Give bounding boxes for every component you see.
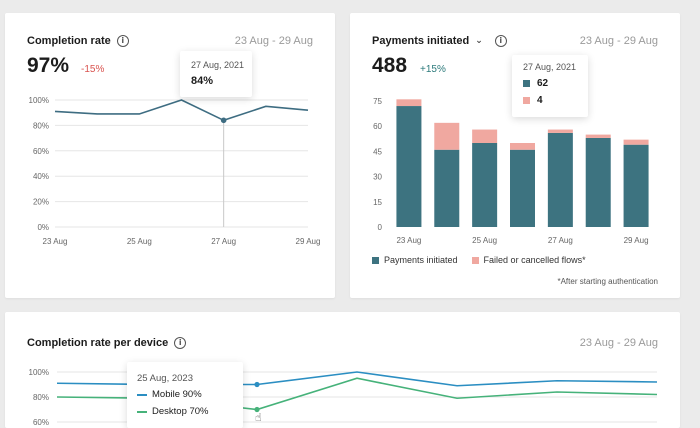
bar-failed bbox=[623, 139, 649, 145]
y-tick-label: 60 bbox=[373, 122, 382, 131]
legend-swatch-failed bbox=[471, 257, 479, 265]
completion-date-range[interactable]: 23 Aug - 29 Aug bbox=[234, 35, 313, 47]
y-tick-label: 45 bbox=[373, 147, 382, 156]
initiated-value: 62 bbox=[537, 78, 549, 89]
y-tick-label: 100% bbox=[29, 96, 49, 105]
bar-failed bbox=[585, 134, 611, 138]
completion-rate-card: Completion rate i 23 Aug - 29 Aug 97% -1… bbox=[5, 13, 335, 298]
bar-initiated bbox=[510, 149, 535, 227]
completion-tooltip-date: 27 Aug, 2021 bbox=[191, 60, 245, 70]
bar-initiated bbox=[396, 106, 422, 227]
y-tick-label: 60% bbox=[33, 147, 49, 156]
info-icon[interactable]: i bbox=[116, 35, 129, 47]
y-tick-label: 60% bbox=[33, 418, 49, 427]
y-tick-label: 80% bbox=[33, 393, 49, 402]
y-tick-label: 30 bbox=[373, 173, 382, 182]
payments-tooltip-initiated: 62 bbox=[523, 78, 548, 89]
data-point bbox=[220, 117, 227, 124]
y-tick-label: 80% bbox=[33, 121, 49, 130]
device-title: Completion rate per device i bbox=[27, 337, 187, 349]
x-tick-label: 27 Aug bbox=[548, 236, 573, 245]
legend-item-failed[interactable]: Failed or cancelled flows* bbox=[471, 255, 586, 265]
y-tick-label: 15 bbox=[373, 198, 382, 207]
device-tooltip: 25 Aug, 2023 Mobile 90% Desktop 70% bbox=[127, 362, 243, 428]
series-line bbox=[54, 99, 309, 122]
payments-date-range[interactable]: 23 Aug - 29 Aug bbox=[579, 35, 658, 47]
mobile-value: Mobile 90% bbox=[152, 389, 202, 400]
y-tick-label: 0 bbox=[378, 223, 383, 232]
payments-title[interactable]: Payments initiated ⌄ i bbox=[372, 35, 507, 47]
bar-failed bbox=[434, 122, 460, 150]
y-tick-label: 40% bbox=[33, 172, 49, 181]
completion-rate-chart[interactable]: 0% 20% 40% 60% 80% 100% 23 Aug 25 Aug 27 Aug 29 A… bbox=[5, 13, 335, 298]
device-date-range[interactable]: 23 Aug - 29 Aug bbox=[579, 337, 658, 349]
chevron-down-icon[interactable]: ⌄ bbox=[475, 36, 483, 46]
failed-value: 4 bbox=[537, 95, 543, 106]
bar-initiated bbox=[434, 149, 460, 227]
payments-footnote: *After starting authentication bbox=[557, 277, 658, 286]
device-tooltip-date: 25 Aug, 2023 bbox=[137, 373, 193, 384]
x-tick-label: 25 Aug bbox=[472, 236, 497, 245]
device-completion-card: Completion rate per device i 23 Aug - 29… bbox=[5, 312, 680, 428]
payments-tooltip-failed: 4 bbox=[523, 95, 543, 106]
desktop-point bbox=[254, 406, 260, 413]
payments-delta: +15% bbox=[420, 64, 446, 75]
completion-rate-title-text: Completion rate bbox=[27, 35, 111, 47]
payments-chart[interactable]: 0 15 30 45 60 75 23 Aug 25 Aug 27 Aug 29 Aug bbox=[350, 13, 680, 298]
payments-tooltip: 27 Aug, 2021 62 4 bbox=[512, 55, 588, 117]
mobile-point bbox=[254, 381, 260, 388]
legend-swatch-initiated bbox=[372, 257, 379, 265]
y-tick-label: 75 bbox=[373, 97, 382, 106]
bar-failed bbox=[547, 129, 573, 133]
completion-rate-value: 97% bbox=[27, 54, 70, 77]
info-icon[interactable]: i bbox=[494, 35, 507, 47]
completion-rate-delta: -15% bbox=[81, 64, 105, 75]
completion-tooltip-value: 84% bbox=[191, 75, 214, 87]
bar-failed bbox=[510, 143, 535, 150]
bar-failed bbox=[472, 129, 498, 143]
device-tooltip-desktop: Desktop 70% bbox=[137, 406, 209, 417]
bar-initiated bbox=[623, 144, 649, 227]
x-tick-label: 23 Aug bbox=[43, 237, 68, 246]
legend-label-failed: Failed or cancelled flows* bbox=[483, 255, 586, 265]
desktop-line-swatch bbox=[137, 410, 147, 413]
legend-label-initiated: Payments initiated bbox=[384, 255, 458, 265]
completion-rate-title: Completion rate i bbox=[27, 35, 129, 47]
failed-swatch bbox=[523, 97, 530, 104]
payments-value: 488 bbox=[372, 54, 408, 77]
bar-initiated bbox=[472, 143, 498, 227]
bar-failed bbox=[396, 99, 422, 107]
y-tick-label: 20% bbox=[33, 198, 49, 207]
initiated-swatch bbox=[523, 80, 530, 87]
x-tick-label: 29 Aug bbox=[296, 237, 321, 246]
pointer-cursor-icon: ☝ bbox=[255, 411, 262, 424]
device-title-text: Completion rate per device bbox=[27, 337, 169, 349]
bar-initiated bbox=[585, 137, 611, 227]
info-icon[interactable]: i bbox=[174, 337, 187, 349]
payments-tooltip-date: 27 Aug, 2021 bbox=[523, 62, 577, 72]
desktop-value: Desktop 70% bbox=[152, 406, 209, 417]
legend-item-initiated[interactable]: Payments initiated bbox=[372, 255, 458, 265]
x-tick-label: 23 Aug bbox=[396, 236, 421, 245]
device-chart[interactable]: 100% 80% 60% bbox=[5, 312, 680, 428]
device-tooltip-mobile: Mobile 90% bbox=[137, 389, 202, 400]
payments-title-text: Payments initiated bbox=[372, 35, 470, 47]
y-tick-label: 100% bbox=[29, 368, 49, 377]
completion-tooltip: 27 Aug, 2021 84% bbox=[180, 51, 252, 97]
mobile-line-swatch bbox=[137, 393, 147, 396]
x-tick-label: 29 Aug bbox=[624, 236, 649, 245]
y-tick-label: 0% bbox=[37, 223, 49, 232]
payments-legend: Payments initiated Failed or cancelled f… bbox=[372, 255, 586, 265]
payments-initiated-card: Payments initiated ⌄ i 23 Aug - 29 Aug 4… bbox=[350, 13, 680, 298]
x-tick-label: 25 Aug bbox=[127, 237, 152, 246]
x-tick-label: 27 Aug bbox=[211, 237, 236, 246]
bar-initiated bbox=[547, 132, 573, 227]
